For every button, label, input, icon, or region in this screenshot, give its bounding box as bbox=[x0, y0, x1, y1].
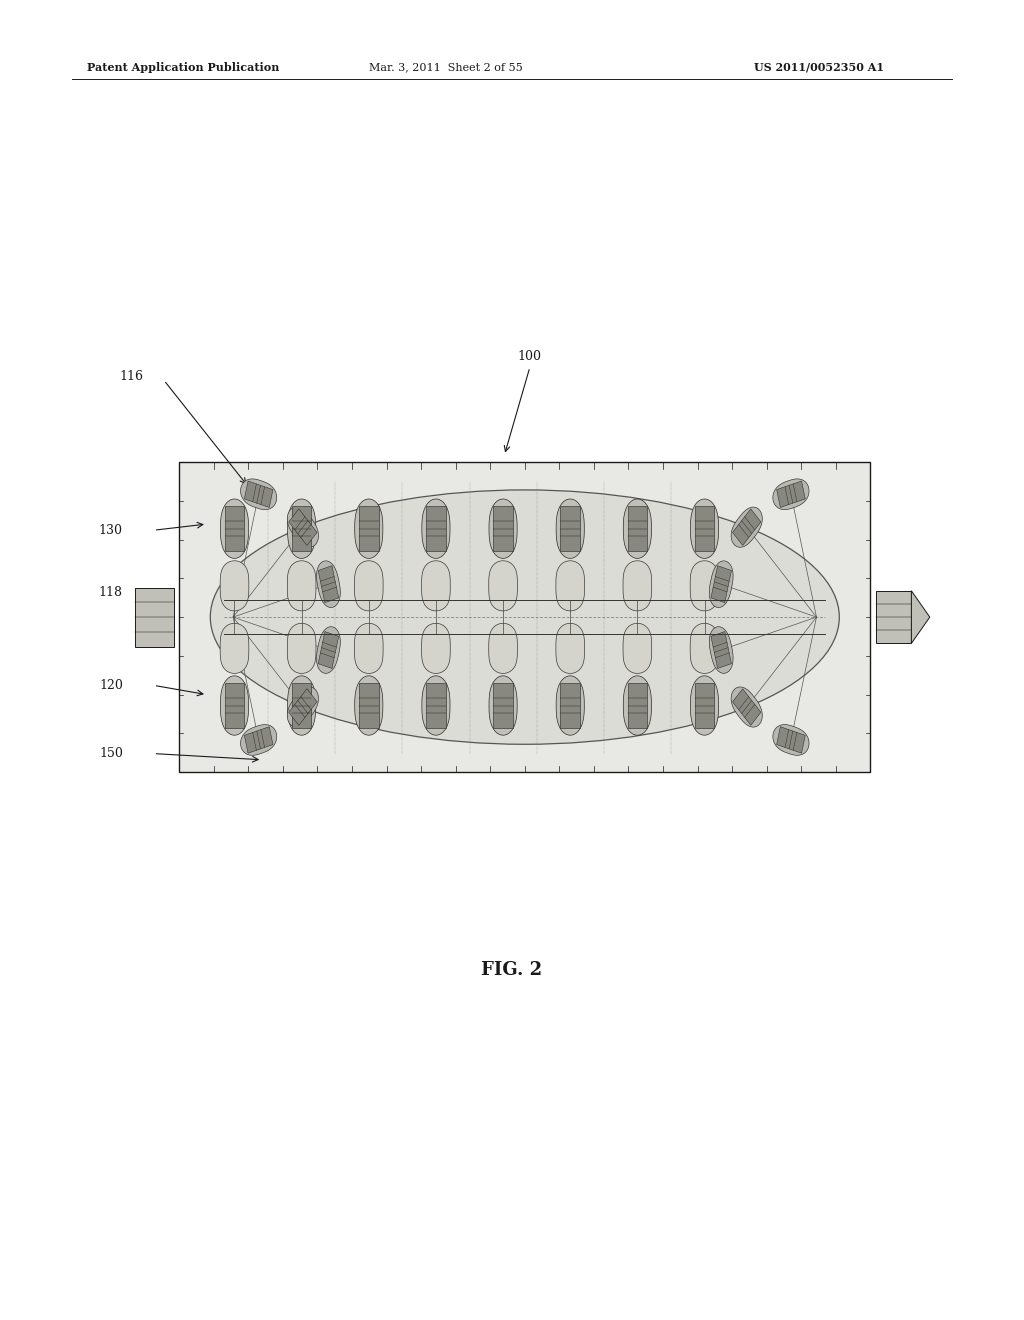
Polygon shape bbox=[220, 676, 249, 735]
Polygon shape bbox=[241, 479, 276, 510]
Polygon shape bbox=[422, 623, 451, 673]
Polygon shape bbox=[288, 499, 315, 558]
Polygon shape bbox=[288, 561, 316, 611]
Polygon shape bbox=[354, 561, 383, 611]
Polygon shape bbox=[711, 566, 731, 603]
Polygon shape bbox=[354, 499, 383, 558]
Text: 100: 100 bbox=[518, 350, 542, 363]
Polygon shape bbox=[556, 623, 585, 673]
Text: 120: 120 bbox=[99, 678, 123, 692]
Polygon shape bbox=[695, 682, 715, 729]
Polygon shape bbox=[224, 506, 244, 552]
Polygon shape bbox=[690, 623, 719, 673]
Polygon shape bbox=[318, 631, 339, 668]
Polygon shape bbox=[220, 623, 249, 673]
Polygon shape bbox=[488, 623, 517, 673]
Polygon shape bbox=[624, 499, 651, 558]
Polygon shape bbox=[289, 689, 317, 725]
Polygon shape bbox=[359, 506, 379, 552]
Polygon shape bbox=[220, 561, 249, 611]
Text: US 2011/0052350 A1: US 2011/0052350 A1 bbox=[755, 62, 884, 73]
Polygon shape bbox=[422, 561, 451, 611]
Polygon shape bbox=[494, 506, 513, 552]
Polygon shape bbox=[426, 682, 445, 729]
Polygon shape bbox=[776, 480, 805, 507]
Text: 118: 118 bbox=[99, 586, 123, 599]
Polygon shape bbox=[623, 623, 651, 673]
Polygon shape bbox=[556, 499, 585, 558]
Polygon shape bbox=[911, 591, 930, 643]
Polygon shape bbox=[245, 727, 273, 754]
Polygon shape bbox=[711, 631, 731, 668]
Ellipse shape bbox=[210, 490, 840, 744]
Polygon shape bbox=[289, 510, 317, 545]
Polygon shape bbox=[488, 561, 517, 611]
Polygon shape bbox=[690, 676, 719, 735]
Polygon shape bbox=[426, 506, 445, 552]
Polygon shape bbox=[556, 561, 585, 611]
Polygon shape bbox=[628, 506, 647, 552]
Polygon shape bbox=[316, 627, 340, 673]
Polygon shape bbox=[220, 499, 249, 558]
Polygon shape bbox=[776, 727, 805, 754]
Polygon shape bbox=[732, 510, 761, 545]
Polygon shape bbox=[489, 499, 517, 558]
Polygon shape bbox=[623, 561, 651, 611]
Polygon shape bbox=[288, 686, 318, 727]
Text: 116: 116 bbox=[120, 370, 143, 383]
Polygon shape bbox=[731, 686, 762, 727]
Polygon shape bbox=[690, 561, 719, 611]
Polygon shape bbox=[354, 676, 383, 735]
Polygon shape bbox=[489, 676, 517, 735]
Polygon shape bbox=[690, 499, 719, 558]
Polygon shape bbox=[288, 507, 318, 548]
Bar bbox=[135, 587, 174, 647]
Polygon shape bbox=[288, 676, 315, 735]
Polygon shape bbox=[292, 506, 311, 552]
Polygon shape bbox=[318, 566, 339, 603]
Bar bbox=[179, 462, 870, 772]
Polygon shape bbox=[422, 676, 450, 735]
Polygon shape bbox=[731, 507, 762, 548]
Polygon shape bbox=[292, 682, 311, 729]
Polygon shape bbox=[494, 682, 513, 729]
Text: FIG. 2: FIG. 2 bbox=[481, 961, 543, 979]
Text: 150: 150 bbox=[99, 747, 123, 760]
Polygon shape bbox=[422, 499, 450, 558]
Polygon shape bbox=[710, 627, 733, 673]
Polygon shape bbox=[316, 561, 340, 607]
Text: 130: 130 bbox=[99, 524, 123, 537]
Polygon shape bbox=[288, 623, 316, 673]
Polygon shape bbox=[628, 682, 647, 729]
Polygon shape bbox=[241, 725, 276, 755]
Polygon shape bbox=[695, 506, 715, 552]
Polygon shape bbox=[556, 676, 585, 735]
Polygon shape bbox=[560, 682, 580, 729]
Polygon shape bbox=[354, 623, 383, 673]
Text: Mar. 3, 2011  Sheet 2 of 55: Mar. 3, 2011 Sheet 2 of 55 bbox=[369, 62, 522, 73]
Polygon shape bbox=[732, 689, 761, 725]
Polygon shape bbox=[773, 725, 809, 755]
Polygon shape bbox=[359, 682, 379, 729]
Polygon shape bbox=[624, 676, 651, 735]
Polygon shape bbox=[245, 480, 273, 507]
Polygon shape bbox=[560, 506, 580, 552]
Bar bbox=[876, 591, 911, 643]
Polygon shape bbox=[710, 561, 733, 607]
Polygon shape bbox=[773, 479, 809, 510]
Polygon shape bbox=[224, 682, 244, 729]
Text: Patent Application Publication: Patent Application Publication bbox=[87, 62, 280, 73]
